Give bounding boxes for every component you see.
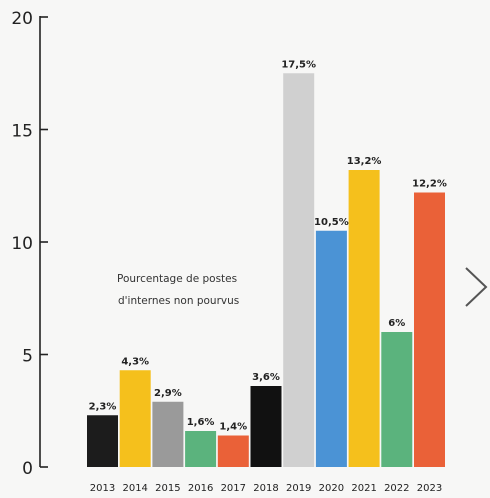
annotation-line-1: Pourcentage de postes [117, 273, 237, 285]
bars-layer [87, 73, 445, 467]
bar-2019 [283, 73, 315, 467]
y-tick-label: 0 [22, 459, 33, 479]
x-tick-label: 2019 [286, 483, 311, 494]
bar-2018 [250, 386, 282, 467]
data-label: 13,2% [347, 156, 382, 167]
bar-2017 [217, 435, 249, 467]
x-tick-label: 2015 [155, 483, 180, 494]
data-label: 4,3% [121, 356, 149, 367]
bar-2015 [152, 401, 184, 467]
data-label: 2,9% [154, 388, 182, 399]
data-label: 3,6% [252, 372, 280, 383]
x-tick-label: 2020 [319, 483, 344, 494]
data-label: 2,3% [89, 401, 117, 412]
data-label: 12,2% [412, 179, 447, 190]
data-label: 10,5% [314, 217, 349, 228]
axis-layer: 0 5 10 15 20 [11, 9, 48, 479]
x-tick-label: 2021 [351, 483, 376, 494]
x-tick-label: 2022 [384, 483, 409, 494]
y-tick-label: 20 [11, 9, 33, 29]
annotation-line-2: d'internes non pourvus [118, 295, 239, 307]
chevron-right-icon[interactable] [465, 267, 488, 307]
x-tick-label: 2018 [253, 483, 278, 494]
data-label: 1,6% [187, 417, 215, 428]
x-tick-label: 2023 [417, 483, 442, 494]
y-tick-label: 15 [11, 122, 33, 142]
bar-2016 [185, 431, 217, 467]
bar-2020 [315, 230, 347, 467]
bar-2013 [87, 415, 118, 467]
bar-2022 [381, 332, 413, 467]
bar-2023 [414, 192, 445, 467]
data-label: 6% [388, 318, 405, 329]
labels-layer: 2,3% 2013 4,3% 2014 2,9% 2015 1,6% 2016 1,4% 2017… [89, 59, 447, 494]
bar-2014 [119, 370, 151, 467]
x-tick-label: 2017 [221, 483, 246, 494]
x-tick-label: 2014 [122, 483, 147, 494]
y-tick-label: 5 [22, 347, 33, 367]
y-tick-label: 10 [11, 234, 33, 254]
x-tick-label: 2016 [188, 483, 213, 494]
data-label: 1,4% [219, 422, 247, 433]
data-label: 17,5% [281, 59, 316, 70]
x-tick-label: 2013 [90, 483, 115, 494]
bar-2021 [348, 170, 380, 467]
